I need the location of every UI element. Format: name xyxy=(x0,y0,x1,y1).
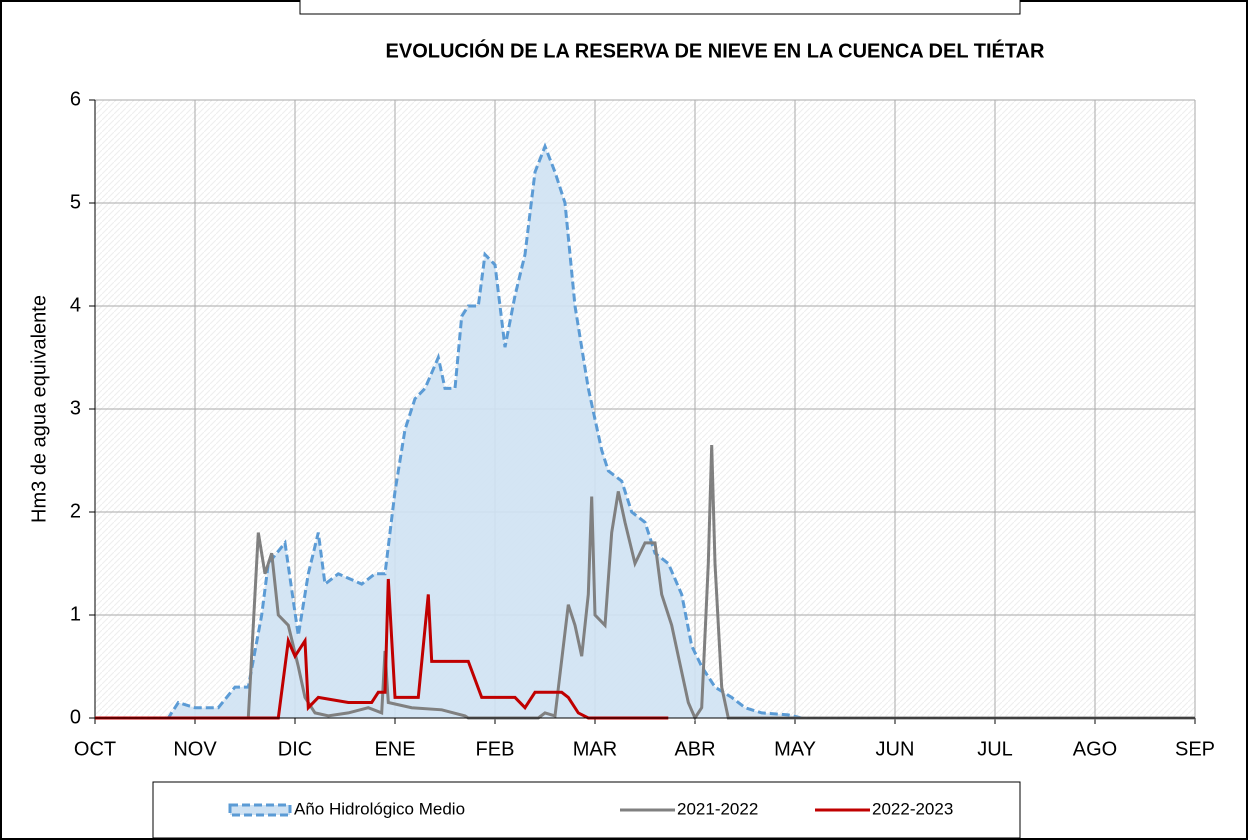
legend xyxy=(152,781,1021,839)
line xyxy=(95,142,1195,720)
y-tick-label: 3 xyxy=(70,397,81,419)
x-tick-label: JUN xyxy=(876,738,915,760)
line xyxy=(95,445,1195,722)
chart-title: EVOLUCIÓN DE LA RESERVA DE NIEVE EN LA C… xyxy=(386,38,1046,62)
x-tick-label: ENE xyxy=(374,738,415,760)
x-tick-label: AGO xyxy=(1073,738,1117,760)
legend-label: 2021-2022 xyxy=(677,799,758,818)
legend-label: Año Hidrológico Medio xyxy=(294,799,465,818)
area xyxy=(95,146,1195,718)
y-tick-label: 2 xyxy=(70,500,81,522)
legend-swatch xyxy=(228,803,292,817)
x-tick-label: FEB xyxy=(476,738,515,760)
x-tick-label: ABR xyxy=(674,738,715,760)
line xyxy=(95,578,669,720)
x-tick-label: MAY xyxy=(774,738,816,760)
top-box xyxy=(299,0,1021,15)
y-tick-label: 6 xyxy=(70,88,81,110)
x-tick-label: NOV xyxy=(173,738,217,760)
x-tick-label: OCT xyxy=(74,738,116,760)
y-tick-label: 4 xyxy=(70,294,81,316)
legend-label: 2022-2023 xyxy=(872,799,953,818)
y-tick-label: 1 xyxy=(70,603,81,625)
x-tick-label: DIC xyxy=(278,738,312,760)
x-tick-label: SEP xyxy=(1175,738,1215,760)
y-tick-label: 0 xyxy=(70,706,81,728)
x-tick-label: MAR xyxy=(573,738,617,760)
x-tick-label: JUL xyxy=(977,738,1013,760)
y-tick-label: 5 xyxy=(70,191,81,213)
y-axis-label: Hm3 de agua equivalente xyxy=(28,295,50,523)
